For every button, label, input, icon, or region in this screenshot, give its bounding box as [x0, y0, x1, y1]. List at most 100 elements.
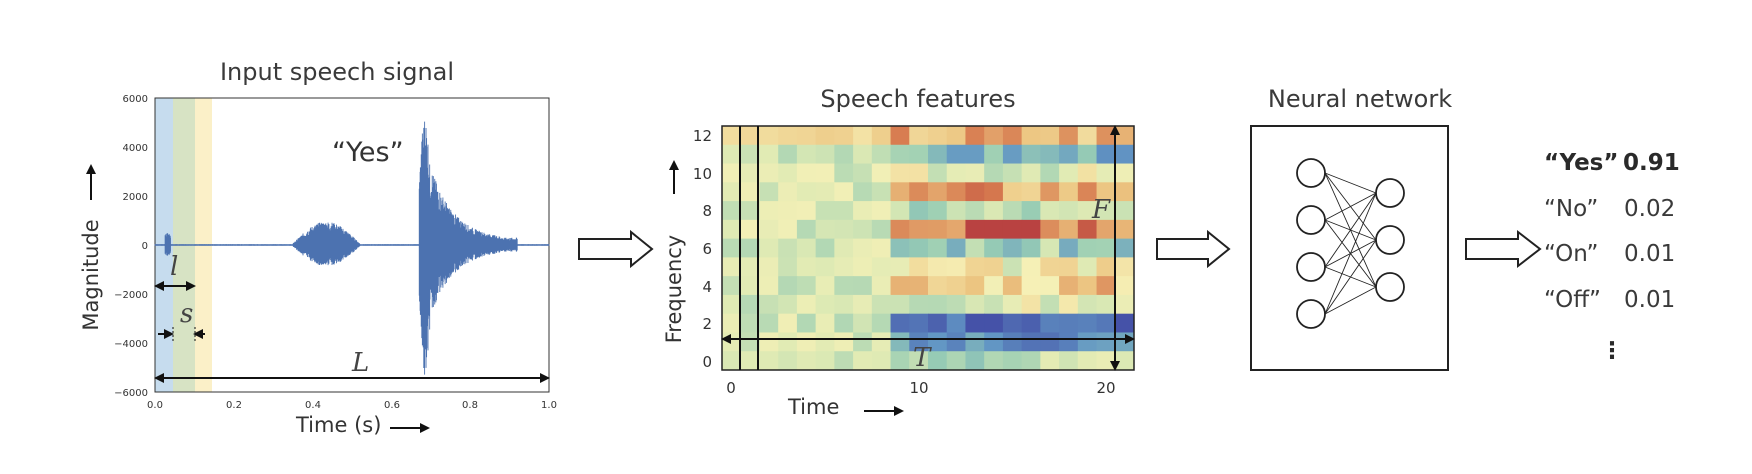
heatmap-cell [1077, 351, 1098, 371]
heatmap-cell [946, 257, 966, 277]
heatmap-cell [984, 144, 1004, 165]
heatmap-cell [1077, 163, 1098, 183]
heatmap-cell [796, 163, 817, 183]
heatmap-cell [1021, 163, 1041, 183]
heatmap-cell [1059, 201, 1079, 221]
heatmap-cell [834, 144, 854, 165]
heatmap-cell [1059, 126, 1079, 146]
features-panel: Speech features F T 12 10 8 6 4 2 0 0 10… [662, 85, 1135, 419]
heatmap-cell [778, 126, 798, 146]
xtick: 0.2 [226, 400, 242, 411]
heatmap-cell [1115, 257, 1135, 277]
heatmap-cell [815, 276, 835, 296]
network-box [1250, 125, 1449, 371]
heatmap-cell [1040, 276, 1060, 296]
ytick: 12 [693, 127, 712, 145]
heatmap-cell [946, 332, 966, 352]
features-ylabel: Frequency [662, 235, 686, 344]
heatmap-cell [1077, 257, 1098, 277]
features-title: Speech features [820, 85, 1015, 113]
heatmap-cell [759, 351, 779, 371]
heatmap-cell [965, 182, 985, 202]
heatmap-cell [909, 219, 929, 240]
heatmap-cell [1077, 144, 1098, 165]
heatmap-cell [853, 313, 873, 333]
xtick: 1.0 [541, 400, 557, 411]
network-graph [1296, 158, 1405, 329]
flow-arrow-2 [1156, 229, 1231, 269]
features-xlabel: Time [787, 395, 839, 419]
heatmap-cell [1002, 163, 1023, 183]
heatmap-cell [722, 219, 742, 240]
heatmap-cell [946, 126, 966, 146]
heatmap-cell [853, 144, 873, 165]
heatmap-cell [1096, 351, 1116, 371]
heatmap-cell [1077, 313, 1098, 333]
heatmap-cell [871, 201, 892, 221]
heatmap-cell [1059, 238, 1079, 258]
heatmap-cell [890, 238, 910, 258]
heatmap-cell [890, 163, 910, 183]
heatmap-cell [1059, 313, 1079, 333]
ytick: 8 [702, 202, 712, 220]
heatmap-cell [778, 313, 798, 333]
heatmap-cell [1002, 294, 1023, 315]
heatmap-cell [853, 219, 873, 240]
flow-arrow-3 [1465, 229, 1542, 269]
input-node [1296, 205, 1326, 235]
heatmap-cell [834, 257, 854, 277]
signal-length-L: L [351, 348, 369, 378]
heatmap-cell [965, 163, 985, 183]
heatmap-cell [834, 238, 854, 258]
heatmap-cell [1021, 257, 1041, 277]
heatmap-cell [796, 238, 817, 258]
heatmap-cell [890, 201, 910, 221]
heatmap-cell [1021, 238, 1041, 258]
heatmap-cell [965, 332, 985, 352]
heatmap-cell [871, 332, 892, 352]
heatmap-cell [1077, 126, 1098, 146]
heatmap-cell [740, 182, 760, 202]
heatmap-cell [871, 182, 892, 202]
heatmap-cell [909, 294, 929, 315]
heatmap-cell [909, 351, 929, 371]
heatmap-cell [834, 201, 854, 221]
ytick: −2000 [114, 290, 148, 301]
heatmap-cell [1002, 313, 1023, 333]
heatmap-cell [1096, 144, 1116, 165]
heatmap-cell [1115, 294, 1135, 315]
network-edge [1324, 192, 1377, 221]
heatmap-cell [815, 257, 835, 277]
heatmap-cell [871, 276, 892, 296]
heatmap-cell [1002, 351, 1023, 371]
heatmap-cell [909, 144, 929, 165]
heatmap-cell [871, 313, 892, 333]
network-edge [1324, 192, 1377, 268]
heatmap-cell [1059, 332, 1079, 352]
heatmap-cell [1040, 257, 1060, 277]
heatmap-cell [740, 294, 760, 315]
heatmap-cell [740, 144, 760, 165]
heatmap-cell [778, 219, 798, 240]
heatmap-cell [722, 238, 742, 258]
heatmap-cell [1077, 201, 1098, 221]
heatmap-cell [928, 313, 948, 333]
output-node [1375, 178, 1405, 208]
heatmap-cell [1115, 182, 1135, 202]
heatmap-cell [946, 351, 966, 371]
heatmap-cell [722, 163, 742, 183]
ytick: 4000 [123, 143, 148, 154]
heatmap-cell [1115, 144, 1135, 165]
heatmap-cell [928, 201, 948, 221]
heatmap-cell [1096, 276, 1116, 296]
heatmap-cell [1115, 276, 1135, 296]
heatmap-cell [778, 238, 798, 258]
heatmap-cell [759, 219, 779, 240]
network-edge [1324, 286, 1377, 315]
heatmap-cell [722, 294, 742, 315]
heatmap-cell [815, 238, 835, 258]
heatmap-cell [778, 182, 798, 202]
heatmap-cell [853, 126, 873, 146]
heatmap-cell [928, 144, 948, 165]
